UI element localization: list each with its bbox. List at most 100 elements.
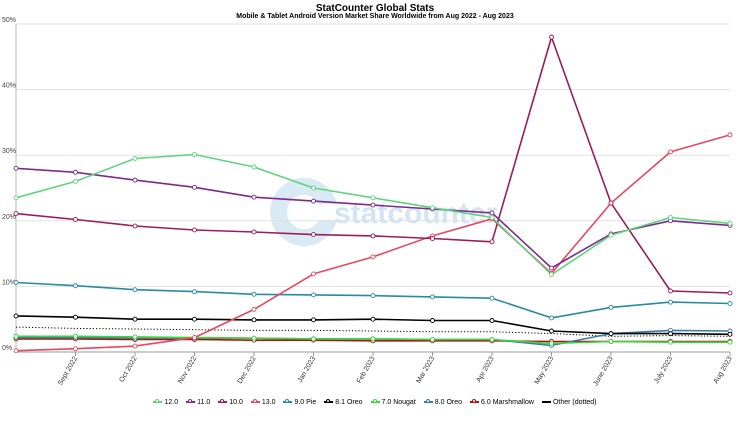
legend-marker [220, 399, 225, 404]
legend-label: 11.0 [197, 399, 211, 406]
legend-item-12-0[interactable]: 12.0 [153, 399, 178, 406]
data-point-12-0 [608, 232, 614, 238]
data-point-9-0-pie [489, 295, 495, 301]
data-point-9-0-pie [251, 291, 257, 297]
legend-label: 7.0 Nougat [381, 399, 416, 406]
data-point-10-0 [430, 236, 435, 241]
watermark-logo-cut [304, 204, 340, 220]
legend-label: 8.1 Oreo [335, 399, 363, 406]
grid-layer [15, 23, 731, 356]
legend-item-10-0[interactable]: 10.0 [218, 399, 243, 406]
data-point-10-0 [549, 34, 554, 40]
x-tick-label: Mar 2023 [415, 355, 436, 384]
legend-marker [472, 399, 477, 404]
data-point-11-0 [13, 165, 19, 171]
data-point-8-1-oreo [13, 313, 19, 319]
data-point-8-1-oreo [370, 316, 376, 322]
x-tick-label: Jan 2023 [297, 355, 318, 384]
data-point-13-0 [13, 348, 19, 354]
data-point-12-0 [251, 164, 257, 170]
y-tick-label: 50% [2, 17, 16, 24]
data-point-8-1-oreo [311, 317, 316, 323]
data-point-9-0-pie [668, 299, 673, 305]
legend-label: 8.0 Oreo [434, 399, 463, 406]
data-point-12-0 [489, 215, 495, 220]
legend-item-8-0-oreo[interactable]: 8.0 Oreo [423, 399, 463, 406]
x-tick-label: Oct 2022 [118, 355, 138, 383]
data-point-7-0-nougat [311, 336, 316, 342]
data-point-11-0 [73, 169, 78, 175]
legend-marker [372, 399, 377, 404]
legend-item-7-0-nougat[interactable]: 7.0 Nougat [370, 399, 416, 406]
legend-marker [425, 399, 430, 404]
y-tick-label: 0% [2, 345, 12, 352]
data-point-11-0 [192, 184, 197, 190]
data-point-8-1-oreo [668, 331, 673, 337]
data-point-9-0-pie [549, 315, 554, 321]
legend-item-9-0-pie[interactable]: 9.0 Pie [283, 399, 316, 406]
data-point-8-1-oreo [251, 317, 257, 323]
y-tick-label: 30% [2, 148, 16, 155]
legend-item-8-1-oreo[interactable]: 8.1 Oreo [324, 399, 363, 406]
legend-swatch [324, 399, 334, 404]
legend-item-13-0[interactable]: 13.0 [250, 399, 275, 406]
data-point-7-0-nougat [489, 337, 495, 342]
legend-swatch [470, 399, 480, 404]
data-point-10-0 [192, 227, 197, 233]
legend-label: 6.0 Marshmallow [481, 399, 534, 406]
data-point-8-1-oreo [549, 328, 554, 334]
legend-label: 9.0 Pie [294, 399, 317, 406]
legend-marker [252, 399, 257, 404]
data-point-9-0-pie [13, 280, 19, 285]
x-axis-labels: Sept 2022 Oct 2022 Nov 2022 Dec 2022 Jan 202… [57, 355, 734, 387]
data-point-9-0-pie [73, 283, 78, 289]
legend-item-11-0[interactable]: 11.0 [186, 399, 210, 406]
y-axis-labels: 0% 10% 20% 30% 40% 50% [2, 17, 16, 352]
data-point-7-0-nougat [549, 341, 554, 346]
data-point-12-0 [727, 220, 733, 226]
legend-label: 12.0 [164, 399, 179, 406]
y-tick-label: 40% [2, 83, 16, 90]
x-tick-label: June 2023 [592, 355, 614, 387]
data-point-8-1-oreo [192, 316, 197, 322]
data-point-11-0 [489, 210, 495, 216]
data-point-13-0 [132, 343, 138, 349]
legend-swatch [283, 399, 293, 404]
data-point-9-0-pie [370, 293, 376, 299]
data-point-12-0 [13, 195, 19, 201]
data-point-13-0 [311, 271, 316, 277]
data-point-7-0-nougat [13, 333, 19, 339]
legend-swatch [186, 399, 196, 404]
data-point-7-0-nougat [668, 339, 673, 345]
legend-item-6-0-marshmallow[interactable]: 6.0 Marshmallow [470, 399, 534, 406]
data-point-7-0-nougat [251, 335, 257, 341]
data-point-11-0 [549, 265, 554, 271]
x-tick-label: Dec 2022 [237, 355, 258, 385]
y-tick-label: 20% [2, 214, 16, 221]
series-line-other-dotted [15, 326, 731, 337]
data-point-13-0 [370, 254, 376, 260]
data-point-10-0 [668, 288, 673, 294]
data-point-7-0-nougat [608, 339, 614, 344]
data-point-13-0 [668, 149, 673, 155]
legend-item-other-dotted[interactable]: Other (dotted) [541, 399, 597, 406]
data-point-8-1-oreo [608, 331, 614, 337]
legend-label: Other (dotted) [552, 399, 597, 406]
data-point-12-0 [668, 215, 673, 220]
series-line-9-0-pie [15, 281, 731, 319]
x-tick-label: Apr 2023 [475, 355, 495, 383]
data-point-12-0 [192, 152, 197, 157]
data-point-9-0-pie [192, 289, 197, 295]
data-point-11-0 [132, 177, 138, 183]
chart-subtitle: Mobile & Tablet Android Version Market S… [236, 13, 514, 20]
data-point-8-1-oreo [132, 316, 138, 322]
legend-marker [188, 399, 193, 404]
legend-swatch [541, 401, 551, 404]
x-tick-label: Sept 2022 [57, 355, 79, 386]
x-tick-label: May 2023 [534, 355, 555, 385]
data-point-9-0-pie [311, 292, 316, 298]
series-layer [15, 36, 731, 352]
legend-swatch [153, 399, 163, 404]
data-point-8-1-oreo [489, 318, 495, 323]
data-point-9-0-pie [727, 301, 733, 306]
